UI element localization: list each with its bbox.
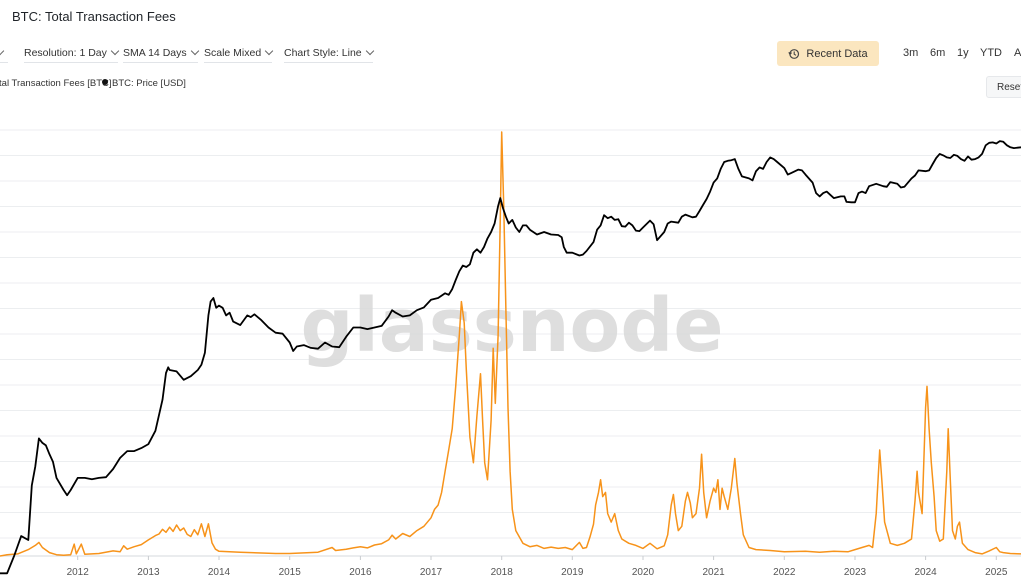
x-tick-label: 2021 — [702, 567, 725, 578]
x-tick-label: 2016 — [349, 567, 372, 578]
x-tick-label: 2015 — [279, 567, 302, 578]
x-tick-label: 2013 — [137, 567, 160, 578]
x-tick-label: 2017 — [420, 567, 443, 578]
x-tick-label: 2023 — [844, 567, 867, 578]
x-tick-label: 2022 — [773, 567, 796, 578]
x-tick-label: 2018 — [491, 567, 514, 578]
x-tick-label: 2020 — [632, 567, 655, 578]
x-tick-label: 2014 — [208, 567, 231, 578]
watermark: glassnode — [300, 283, 723, 369]
x-tick-label: 2012 — [67, 567, 90, 578]
x-tick-label: 2024 — [914, 567, 937, 578]
x-axis: 2012 2013 2014 2015 2016 2017 2018 2019 2020 2021… — [67, 556, 1008, 578]
x-tick-label: 2025 — [985, 567, 1008, 578]
x-tick-label: 2019 — [561, 567, 584, 578]
